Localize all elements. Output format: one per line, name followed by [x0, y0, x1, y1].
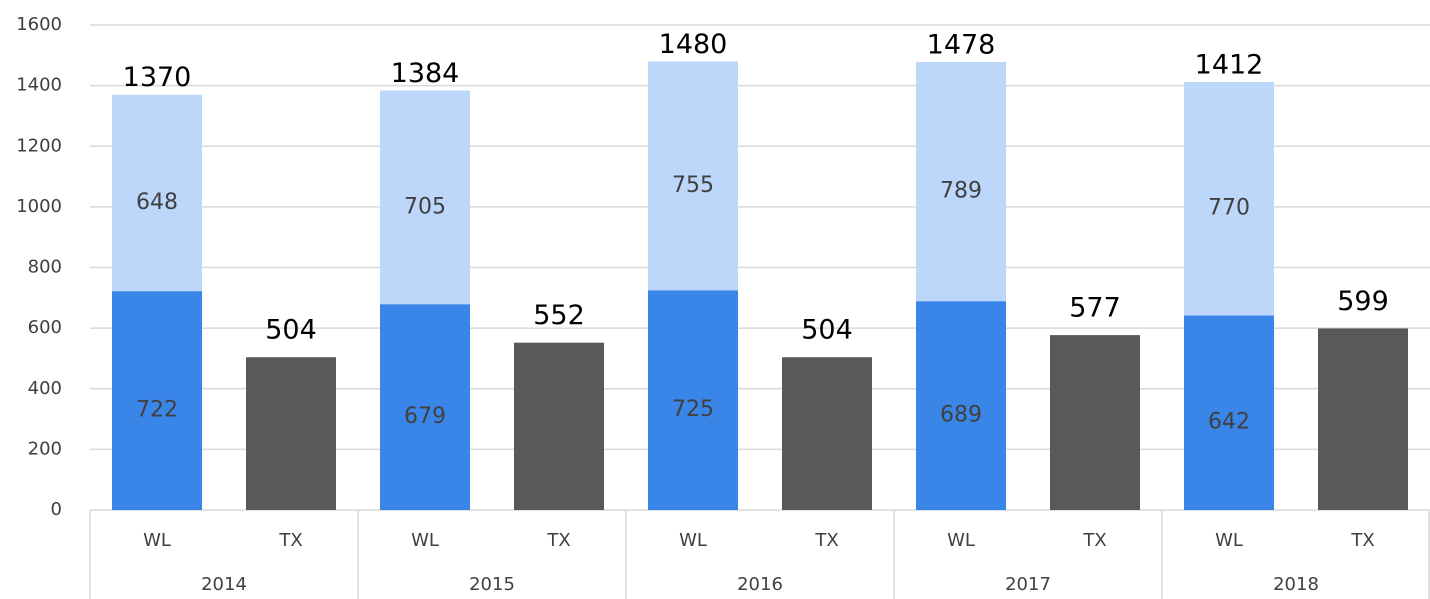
bar-segment	[916, 301, 1006, 510]
x-tick-label: TX	[1350, 530, 1374, 551]
bar-segment	[648, 61, 738, 291]
y-tick-label: 1200	[16, 135, 62, 156]
total-label: 1412	[1195, 49, 1264, 80]
value-label: 705	[404, 194, 446, 219]
total-label: 1478	[927, 29, 996, 60]
value-label: 642	[1208, 410, 1250, 435]
y-tick-label: 200	[28, 438, 62, 459]
bar-segment	[380, 304, 470, 510]
bar-segment	[1050, 335, 1140, 510]
value-label: 577	[1069, 293, 1121, 324]
value-label: 725	[672, 397, 714, 422]
value-label: 552	[533, 300, 585, 331]
bar-segment	[648, 290, 738, 510]
total-label: 1370	[123, 62, 192, 93]
value-label: 599	[1337, 286, 1389, 317]
bar-segment	[1184, 81, 1274, 316]
value-label: 679	[404, 404, 446, 429]
group-label: 2016	[737, 574, 783, 595]
value-label: 755	[672, 173, 714, 198]
x-tick-label: TX	[814, 530, 838, 551]
value-label: 504	[801, 315, 853, 346]
bar-segment	[246, 357, 336, 510]
y-tick-label: 400	[28, 378, 62, 399]
group-label: 2014	[201, 574, 247, 595]
group-label: 2018	[1273, 574, 1319, 595]
value-label: 648	[136, 190, 178, 215]
x-tick-label: TX	[546, 530, 570, 551]
x-tick-label: WL	[411, 530, 439, 551]
x-tick-label: TX	[278, 530, 302, 551]
bar-segment	[112, 291, 202, 510]
x-tick-label: WL	[947, 530, 975, 551]
x-tick-label: TX	[1082, 530, 1106, 551]
value-label: 722	[136, 398, 178, 423]
x-tick-label: WL	[1215, 530, 1243, 551]
x-tick-label: WL	[679, 530, 707, 551]
bar-segment	[916, 61, 1006, 302]
bar-segment	[1184, 315, 1274, 510]
group-label: 2017	[1005, 574, 1051, 595]
y-tick-label: 0	[51, 499, 62, 520]
bar-segment	[1318, 328, 1408, 510]
total-label: 1384	[391, 58, 460, 89]
bar-segment	[380, 90, 470, 305]
value-label: 504	[265, 315, 317, 346]
group-label: 2015	[469, 574, 515, 595]
value-label: 789	[940, 179, 982, 204]
y-tick-label: 600	[28, 317, 62, 338]
bar-segment	[112, 94, 202, 292]
y-tick-label: 1000	[16, 196, 62, 217]
bar-segment	[514, 342, 604, 510]
y-tick-label: 800	[28, 257, 62, 278]
bar-segment	[782, 357, 872, 510]
value-label: 770	[1208, 196, 1250, 221]
y-tick-label: 1400	[16, 75, 62, 96]
x-tick-label: WL	[143, 530, 171, 551]
total-label: 1480	[659, 29, 728, 60]
y-tick-label: 1600	[16, 14, 62, 35]
value-label: 689	[940, 403, 982, 428]
